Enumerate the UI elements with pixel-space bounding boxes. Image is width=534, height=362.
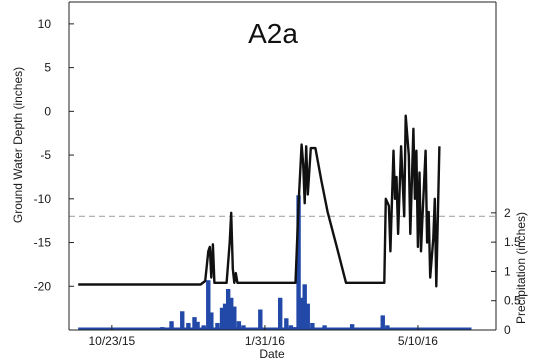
x-tick-label-2: 5/10/16 <box>398 334 438 348</box>
y2-tick-label-4: 2 <box>504 206 511 220</box>
x-tick-label-1: 1/31/16 <box>245 334 285 348</box>
precip-bar-9 <box>195 321 200 330</box>
precip-bar-13 <box>215 322 220 330</box>
precip-bar-27 <box>299 297 304 330</box>
precip-bar-19 <box>236 321 242 330</box>
precip-bar-17 <box>229 297 234 330</box>
y2-tick-label-1: 0.5 <box>504 294 521 308</box>
groundwater-line <box>78 114 441 288</box>
x-tick-label-0: 10/23/15 <box>88 334 135 348</box>
precip-baseline <box>78 327 472 330</box>
precip-bar-7 <box>186 322 191 330</box>
precip-bar-29 <box>305 303 310 330</box>
precip-bar-14 <box>219 307 225 330</box>
y2-tick-label-3: 1.5 <box>504 235 521 249</box>
precip-bar-35 <box>380 315 385 330</box>
precip-bar-8 <box>192 317 197 330</box>
y-tick-label-4: -10 <box>34 192 52 206</box>
precip-bar-30 <box>310 322 315 330</box>
y-tick-label-3: -5 <box>40 148 51 162</box>
y-tick-label-5: -15 <box>34 236 52 250</box>
precip-bar-6 <box>180 311 185 330</box>
y-tick-label-2: 0 <box>44 104 51 118</box>
precip-bar-15 <box>222 303 228 330</box>
y-tick-label-1: 5 <box>44 61 51 75</box>
precip-bar-21 <box>258 309 263 330</box>
y-tick-label-6: -20 <box>34 279 52 293</box>
precip-bar-16 <box>225 289 231 330</box>
y2-tick-label-0: 0 <box>504 323 511 337</box>
y2-tick-label-2: 1 <box>504 264 511 278</box>
precip-bar-28 <box>302 284 307 330</box>
y-tick-label-0: 10 <box>38 17 52 31</box>
precip-bar-33 <box>349 324 355 330</box>
precip-bar-5 <box>169 321 174 330</box>
precip-bar-12 <box>209 312 214 330</box>
precip-bar-23 <box>284 318 289 330</box>
x-axis-label: Date <box>259 347 285 361</box>
precip-bar-22 <box>278 297 283 330</box>
precip-bar-26 <box>296 195 301 330</box>
y-axis-label: Ground Water Depth (inches) <box>11 67 25 223</box>
precip-bar-18 <box>232 306 237 330</box>
y2-axis-label: Precipitation (inches) <box>514 212 528 324</box>
chart-title: A2a <box>248 18 298 49</box>
precip-bar-11 <box>206 280 211 330</box>
